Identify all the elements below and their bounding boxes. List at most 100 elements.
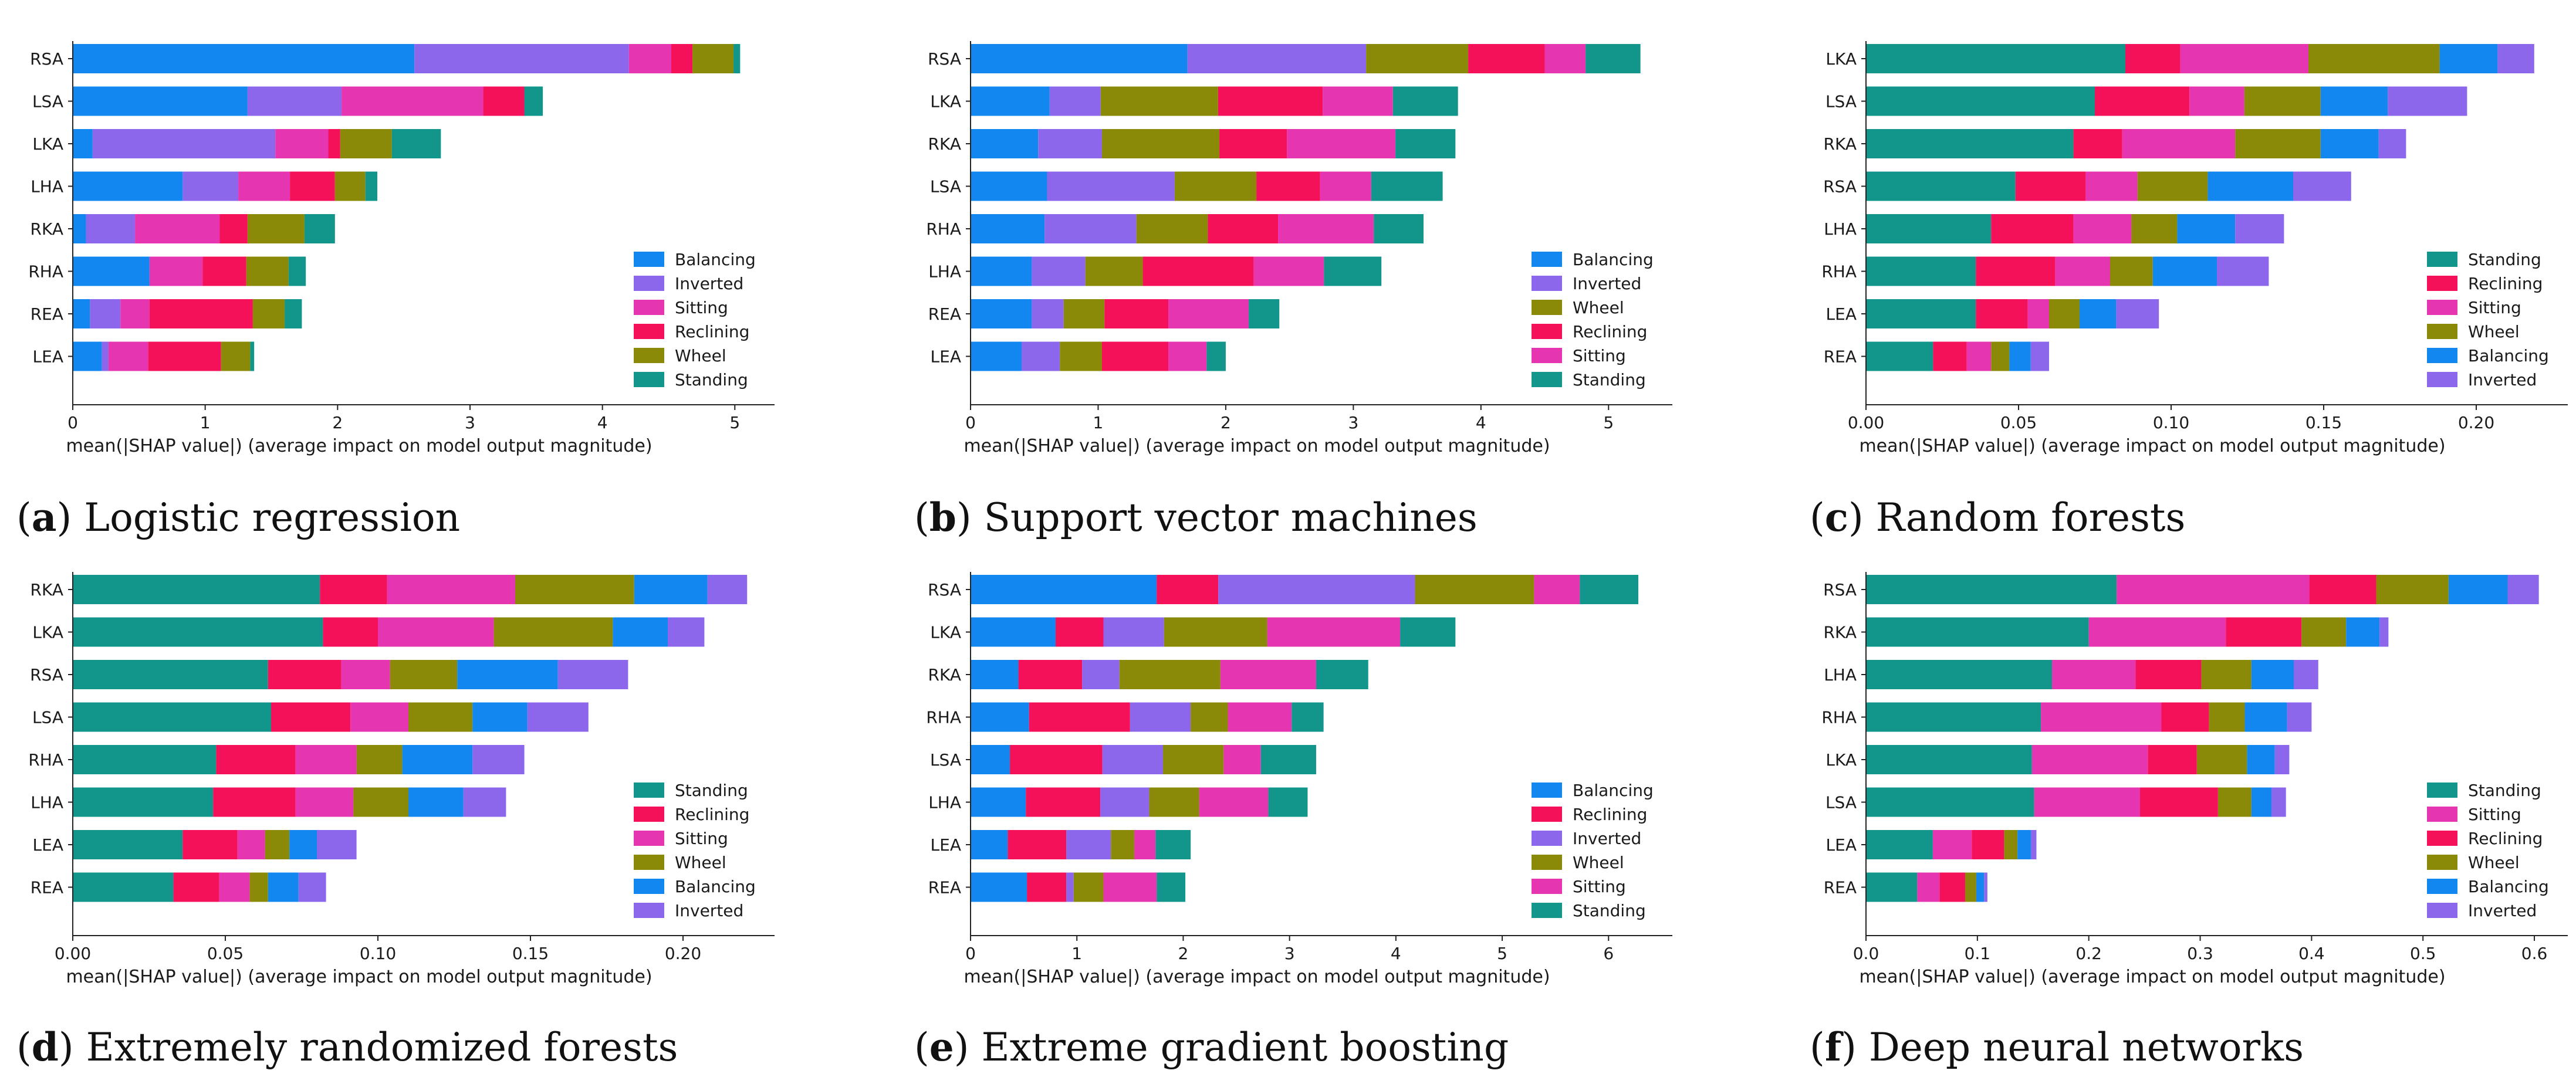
bar-c-LHA-inverted (2235, 214, 2284, 243)
category-label: LEA (1826, 304, 1857, 324)
bar-f-LHA-sitting (2052, 660, 2136, 689)
bar-a-REA-standing (285, 299, 302, 328)
bar-d-RKA-standing (73, 575, 320, 604)
bar-a-RSA-wheel (692, 44, 734, 73)
category-label: LEA (33, 835, 63, 855)
bar-d-LKA-standing (73, 617, 323, 647)
chart-panel-f: RSA RKA LHA RHA LKA LSA LEA REA 0.0 0.1 0.2 0.3 0.4 0… (1810, 572, 2568, 1070)
bar-b-LSA-wheel (1174, 171, 1257, 201)
bar-d-RSA-balancing (457, 660, 558, 689)
bar-a-LHA-wheel (334, 171, 366, 201)
bar-a-LEA-standing (250, 341, 255, 371)
x-tick-label: 5 (1603, 413, 1614, 432)
category-label: RSA (30, 49, 63, 69)
bar-d-RKA-wheel (515, 575, 634, 604)
legend-label: Reclining (675, 805, 749, 824)
legend-swatch-standing (634, 782, 664, 798)
bar-a-RKA-inverted (86, 214, 136, 243)
bar-d-LHA-reclining (213, 787, 296, 817)
bar-c-LSA-reclining (2095, 86, 2190, 116)
bar-d-REA-reclining (173, 872, 219, 902)
bar-d-LHA-inverted (463, 787, 506, 817)
category-label: RHA (28, 262, 63, 282)
legend-label: Reclining (2468, 274, 2543, 293)
bar-e-RSA-wheel (1415, 575, 1534, 604)
bar-f-LSA-balancing (2251, 787, 2272, 817)
caption-paren-close: ) (59, 1025, 86, 1070)
bar-f-RKA-inverted (2379, 617, 2389, 647)
bar-f-LEA-standing (1866, 830, 1933, 859)
bar-e-LEA-balancing (971, 830, 1008, 859)
category-label: LKA (930, 92, 961, 111)
bar-a-LEA-wheel (221, 341, 251, 371)
bar-c-RHA-sitting (2055, 256, 2110, 286)
bar-f-RSA-sitting (2117, 575, 2310, 604)
legend-swatch-standing (2427, 782, 2457, 798)
bar-b-LEA-inverted (1021, 341, 1060, 371)
legend-label: Sitting (1573, 877, 1626, 896)
bar-d-LEA-standing (73, 830, 183, 859)
bar-e-RSA-balancing (971, 575, 1157, 604)
bar-c-RKA-reclining (2073, 129, 2122, 158)
bar-c-RKA-standing (1866, 129, 2074, 158)
bar-f-LEA-sitting (1932, 830, 1972, 859)
category-label: LKA (32, 134, 63, 154)
bar-b-RHA-wheel (1136, 214, 1208, 243)
bar-f-LEA-wheel (2004, 830, 2018, 859)
bar-f-RSA-inverted (2507, 575, 2539, 604)
bar-e-REA-reclining (1027, 872, 1067, 902)
x-tick-label: 3 (1348, 413, 1358, 432)
bar-b-REA-sitting (1168, 299, 1249, 328)
legend-swatch-standing (634, 372, 664, 387)
category-label: RSA (1823, 580, 1857, 599)
category-label: RSA (928, 580, 961, 599)
bar-b-RHA-balancing (971, 214, 1045, 243)
bar-c-RKA-inverted (2378, 129, 2406, 158)
bar-a-RSA-inverted (414, 44, 629, 73)
bar-f-RKA-balancing (2346, 617, 2380, 647)
panel-caption: (a) Logistic regression (16, 494, 460, 540)
bar-f-RSA-balancing (2448, 575, 2508, 604)
bar-a-LSA-sitting (342, 86, 484, 116)
bar-b-RHA-inverted (1044, 214, 1137, 243)
bar-e-LKA-wheel (1164, 617, 1267, 647)
category-label: LKA (1825, 49, 1857, 69)
category-label: LKA (930, 623, 961, 642)
x-tick-label: 0.15 (512, 944, 549, 963)
bar-b-RSA-wheel (1366, 44, 1469, 73)
bar-a-RKA-balancing (73, 214, 86, 243)
bar-e-RHA-balancing (971, 702, 1029, 732)
bar-e-LHA-wheel (1149, 787, 1199, 817)
category-label: REA (1824, 347, 1857, 367)
legend-swatch-sitting (2427, 300, 2457, 315)
legend-label: Wheel (1573, 853, 1624, 872)
bar-c-REA-balancing (2009, 341, 2031, 371)
bar-f-RKA-standing (1866, 617, 2089, 647)
legend-label: Balancing (1573, 250, 1654, 269)
legend-swatch-reclining (1532, 324, 1562, 339)
bar-a-LKA-standing (391, 129, 441, 158)
x-tick-label: 0.4 (2298, 944, 2325, 963)
bar-a-LHA-standing (365, 171, 378, 201)
legend-swatch-reclining (2427, 276, 2457, 291)
legend-label: Standing (1573, 370, 1646, 389)
legend-swatch-wheel (634, 348, 664, 363)
bar-a-RSA-standing (733, 44, 741, 73)
bar-a-LHA-inverted (182, 171, 239, 201)
bar-e-RKA-reclining (1018, 660, 1083, 689)
bar-f-LEA-reclining (1972, 830, 2004, 859)
bar-d-RKA-sitting (387, 575, 515, 604)
bar-e-RHA-sitting (1228, 702, 1292, 732)
caption-paren-close: ) (956, 495, 984, 540)
bar-b-REA-balancing (971, 299, 1032, 328)
x-tick-label: 0 (965, 944, 976, 963)
bar-f-RHA-wheel (2209, 702, 2245, 732)
bar-f-RHA-standing (1866, 702, 2041, 732)
bar-e-RHA-reclining (1029, 702, 1130, 732)
bar-c-REA-reclining (1933, 341, 1967, 371)
bar-e-RSA-sitting (1534, 575, 1580, 604)
category-label: LEA (931, 347, 961, 367)
bar-e-REA-sitting (1103, 872, 1157, 902)
x-tick-label: 5 (1497, 944, 1507, 963)
bar-e-LHA-standing (1268, 787, 1308, 817)
